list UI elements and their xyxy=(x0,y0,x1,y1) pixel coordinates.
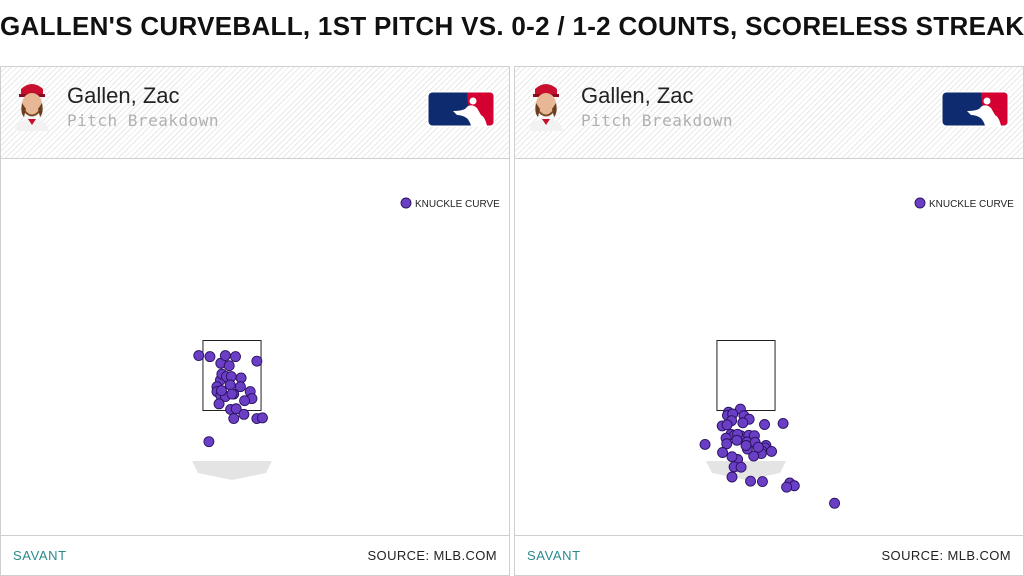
pitch-location-chart: KNUCKLE CURVE xyxy=(192,197,500,480)
pitch-point xyxy=(766,446,777,457)
pitch-point xyxy=(228,413,240,424)
panel-subtitle: Pitch Breakdown xyxy=(581,111,733,130)
pitch-point xyxy=(752,441,764,453)
pitch-point xyxy=(699,439,711,450)
pitch-location-chart: KNUCKLE CURVE xyxy=(699,197,1014,509)
panel-header: Gallen, Zac Pitch Breakdown xyxy=(515,67,1023,159)
pitch-point xyxy=(745,475,757,487)
pitch-point xyxy=(717,447,729,458)
pitch-point xyxy=(216,385,227,397)
page-title: GALLEN'S CURVEBALL, 1ST PITCH VS. 0-2 / … xyxy=(0,11,1024,41)
pitch-point xyxy=(239,395,251,407)
chart-legend: KNUCKLE CURVE xyxy=(400,197,500,210)
pitch-point xyxy=(740,440,752,451)
pitch-point xyxy=(213,398,225,410)
panel-subtitle: Pitch Breakdown xyxy=(67,111,219,130)
legend-marker xyxy=(400,197,412,209)
pitch-point xyxy=(234,381,246,393)
legend-label: KNUCKLE CURVE xyxy=(415,199,500,210)
pitch-point xyxy=(829,497,840,509)
player-name: Gallen, Zac xyxy=(581,83,694,108)
savant-link[interactable]: SAVANT xyxy=(13,548,67,563)
pitch-point xyxy=(193,350,205,362)
home-plate xyxy=(192,461,272,480)
source-label: SOURCE: MLB.COM xyxy=(881,548,1011,563)
pitch-point xyxy=(226,388,238,400)
pitch-point xyxy=(721,438,733,450)
pitch-point xyxy=(721,419,733,431)
chart-legend: KNUCKLE CURVE xyxy=(914,197,1014,210)
pitch-breakdown-panel-right: Gallen, Zac Pitch Breakdown KNUCKLE CURV… xyxy=(514,66,1024,576)
panel-header: Gallen, Zac Pitch Breakdown xyxy=(1,67,509,159)
pitch-point xyxy=(781,481,793,493)
pitch-point xyxy=(251,355,263,367)
pitch-point xyxy=(731,434,743,446)
pitch-point xyxy=(756,476,768,487)
player-headshot-icon xyxy=(529,84,563,131)
home-plate xyxy=(706,461,786,480)
strike-zone xyxy=(716,340,776,411)
pitch-point xyxy=(726,451,738,463)
pitch-point xyxy=(257,412,268,424)
pitch-point xyxy=(224,379,236,391)
pitch-point xyxy=(203,436,215,448)
pitch-point xyxy=(759,419,771,430)
panel-footer: SAVANT SOURCE: MLB.COM xyxy=(515,535,1023,575)
pitch-point xyxy=(737,417,749,429)
player-headshot-icon xyxy=(15,84,49,131)
player-name: Gallen, Zac xyxy=(67,83,180,108)
source-label: SOURCE: MLB.COM xyxy=(367,548,497,563)
pitch-point xyxy=(735,461,747,473)
mlb-logo-icon xyxy=(941,91,1009,127)
pitch-point xyxy=(726,471,738,483)
pitch-point xyxy=(219,350,231,362)
pitch-point xyxy=(238,408,250,420)
pitch-point xyxy=(204,351,216,363)
pitch-point xyxy=(223,360,235,372)
panel-footer: SAVANT SOURCE: MLB.COM xyxy=(1,535,509,575)
pitch-point xyxy=(777,418,789,429)
savant-link[interactable]: SAVANT xyxy=(527,548,581,563)
mlb-logo-icon xyxy=(427,91,495,127)
legend-label: KNUCKLE CURVE xyxy=(929,199,1014,210)
pitch-point xyxy=(230,351,241,363)
pitch-breakdown-panel-left: Gallen, Zac Pitch Breakdown KNUCKLE CURV… xyxy=(0,66,510,576)
legend-marker xyxy=(914,197,926,209)
pitch-point xyxy=(748,450,760,462)
